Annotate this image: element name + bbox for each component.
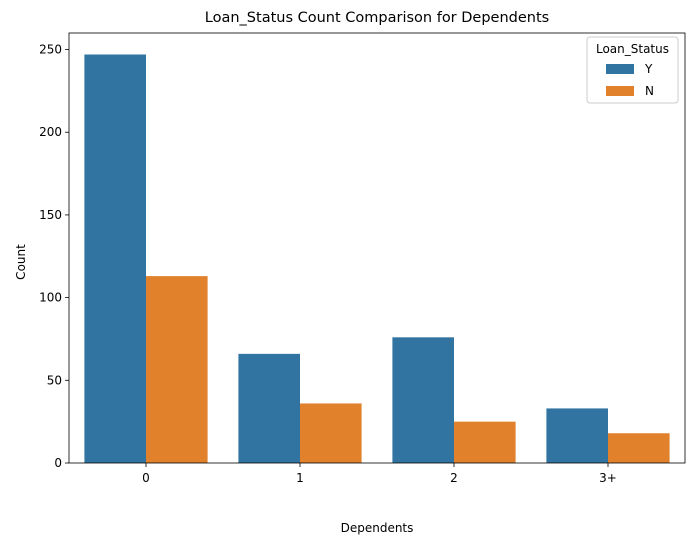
axes-frame — [68, 32, 686, 464]
x-axis-label: Dependents — [341, 521, 414, 535]
bar-Y-1 — [238, 353, 300, 463]
legend-label-N: N — [645, 84, 654, 98]
x-tick-label: 2 — [450, 471, 458, 485]
legend-swatch-Y — [606, 64, 634, 74]
bar-N-0 — [146, 276, 208, 463]
bar-N-1 — [300, 403, 362, 463]
y-tick-label: 100 — [39, 291, 62, 305]
y-tick-label: 250 — [39, 43, 62, 57]
x-tick-label: 1 — [296, 471, 304, 485]
y-axis-label: Count — [14, 244, 28, 280]
bar-N-2 — [454, 421, 516, 463]
bar-Y-3+ — [546, 408, 608, 463]
legend-swatch-N — [606, 86, 634, 96]
y-tick-label: 50 — [47, 373, 62, 387]
y-tick-label: 200 — [39, 125, 62, 139]
plot-area: 0 50 100 150 200 250 0 1 2 3+ — [39, 32, 686, 485]
legend: Loan_Status YN — [586, 36, 679, 104]
bar-Y-2 — [392, 337, 454, 463]
y-tick-label: 0 — [54, 456, 62, 470]
legend-label-Y: Y — [644, 62, 653, 76]
bar-Y-0 — [84, 54, 146, 463]
chart-title: Loan_Status Count Comparison for Depende… — [205, 10, 549, 26]
x-tick-label: 3+ — [599, 471, 617, 485]
y-tick-label: 150 — [39, 208, 62, 222]
bar-N-3+ — [608, 433, 670, 463]
x-tick-label: 0 — [142, 471, 150, 485]
legend-title: Loan_Status — [596, 42, 669, 56]
